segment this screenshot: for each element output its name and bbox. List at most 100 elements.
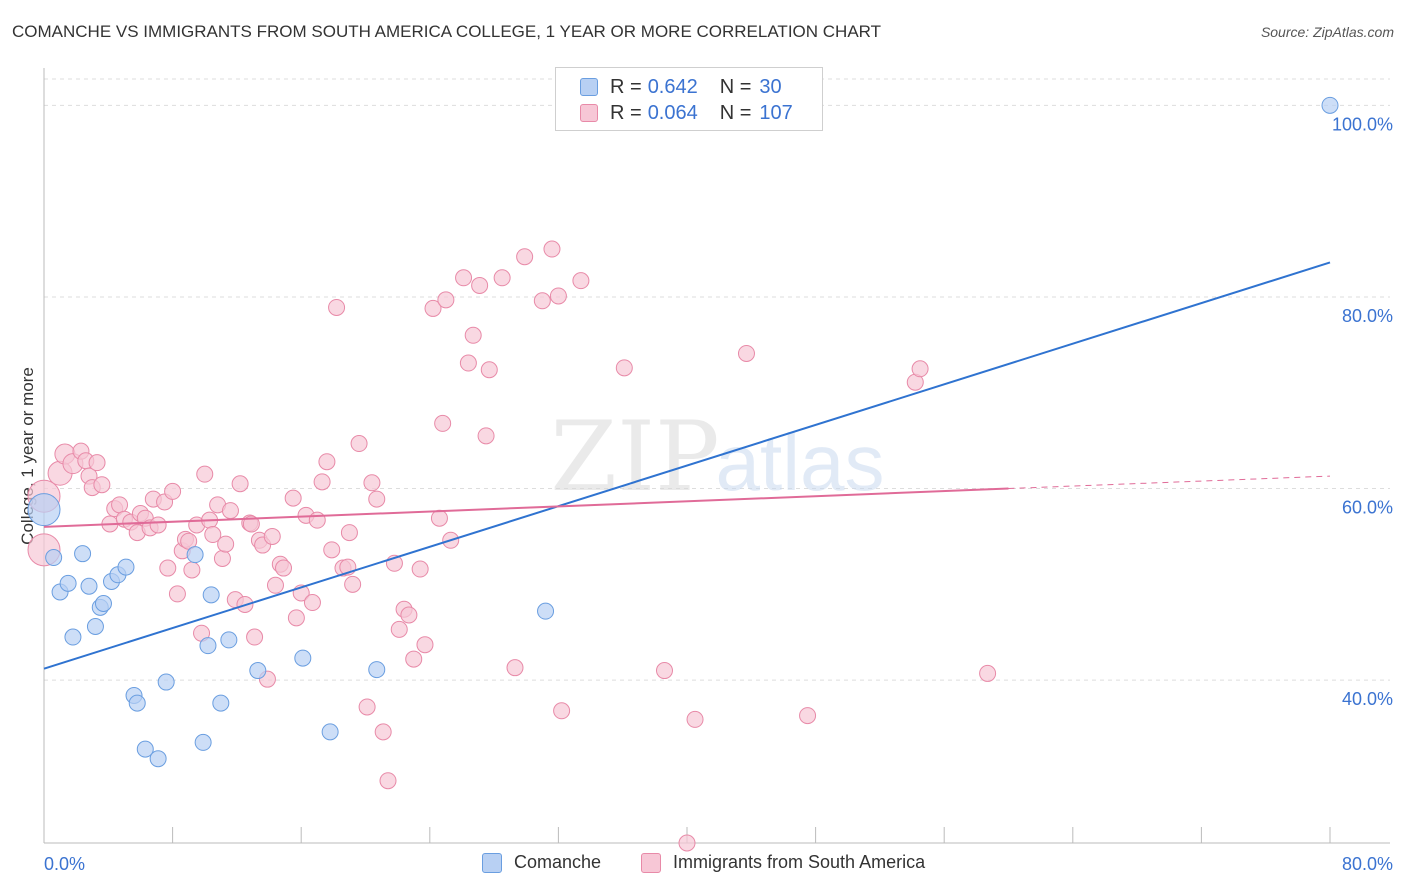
- data-point-immigrants: [266, 576, 284, 594]
- n-value: 30: [759, 75, 782, 98]
- data-point-immigrants: [678, 834, 696, 852]
- data-point-immigrants: [313, 473, 331, 491]
- y-tick-label: 80.0%: [1342, 306, 1393, 326]
- watermark: ZIP atlas: [550, 401, 884, 513]
- data-point-immigrants: [459, 354, 477, 372]
- x-tick-label: 0.0%: [44, 854, 85, 874]
- series-legend: Comanche Immigrants from South America: [0, 852, 1406, 876]
- source-label: Source: ZipAtlas.com: [1260, 24, 1394, 40]
- data-point-immigrants: [358, 698, 376, 716]
- data-point-immigrants: [88, 454, 106, 472]
- chart-title: COMANCHE VS IMMIGRANTS FROM SOUTH AMERIC…: [12, 22, 882, 41]
- data-point-immigrants: [217, 535, 235, 553]
- n-label: N =: [719, 101, 752, 124]
- gridlines: [44, 78, 1390, 681]
- n-value: 107: [759, 101, 793, 124]
- data-point-immigrants: [263, 527, 281, 545]
- comanche-swatch: [580, 78, 598, 96]
- r-label: R =: [610, 101, 642, 124]
- data-point-comanche: [80, 577, 98, 595]
- axes: [43, 68, 1390, 844]
- data-point-comanche: [136, 740, 154, 758]
- data-point-immigrants: [799, 707, 817, 725]
- data-point-immigrants: [284, 489, 302, 507]
- data-point-immigrants: [655, 662, 673, 680]
- data-point-immigrants: [275, 559, 293, 577]
- data-point-immigrants: [533, 292, 551, 310]
- data-point-comanche: [368, 661, 386, 679]
- data-point-comanche: [321, 723, 339, 741]
- correlation-legend: R = 0.642 N = 30 R = 0.064 N = 107: [555, 67, 823, 131]
- data-point-immigrants: [379, 772, 397, 790]
- data-point-comanche: [199, 637, 217, 655]
- data-point-immigrants: [318, 453, 336, 471]
- y-tick-label: 100.0%: [1332, 114, 1393, 134]
- data-point-immigrants: [506, 659, 524, 677]
- immigrants-swatch: [580, 104, 598, 122]
- data-point-immigrants: [455, 269, 473, 287]
- data-point-immigrants: [405, 650, 423, 668]
- data-point-immigrants: [737, 344, 755, 362]
- data-point-immigrants: [374, 723, 392, 741]
- data-point-comanche: [45, 549, 63, 567]
- data-point-immigrants: [287, 609, 305, 627]
- data-point-immigrants: [340, 524, 358, 542]
- r-label: R =: [610, 75, 642, 98]
- data-point-immigrants: [328, 298, 346, 316]
- data-point-comanche: [212, 694, 230, 712]
- data-point-immigrants: [437, 291, 455, 309]
- legend-row-immigrants: R = 0.064 N = 107: [580, 101, 793, 125]
- x-tick-label: 80.0%: [1342, 854, 1393, 874]
- y-tick-label: 60.0%: [1342, 498, 1393, 518]
- data-point-immigrants: [480, 361, 498, 379]
- data-point-immigrants: [477, 427, 495, 445]
- data-point-immigrants: [149, 516, 167, 534]
- data-point-immigrants: [516, 248, 534, 266]
- data-point-immigrants: [424, 299, 442, 317]
- series-immigrants-points: [27, 240, 997, 852]
- data-point-immigrants: [183, 561, 201, 579]
- legend-label-comanche: Comanche: [514, 852, 602, 872]
- data-point-immigrants: [111, 496, 129, 514]
- n-label: N =: [719, 75, 752, 98]
- data-point-immigrants: [246, 628, 264, 646]
- legend-label-immigrants: Immigrants from South America: [673, 852, 926, 872]
- data-point-comanche: [249, 662, 267, 680]
- trend-line-comanche: [43, 261, 1331, 670]
- data-point-comanche: [128, 694, 146, 712]
- data-point-immigrants: [400, 606, 418, 624]
- data-point-comanche: [157, 673, 175, 691]
- data-point-comanche: [74, 545, 92, 563]
- data-point-immigrants: [363, 474, 381, 492]
- data-point-comanche: [537, 602, 555, 620]
- data-point-immigrants: [350, 435, 368, 453]
- data-point-immigrants: [411, 560, 429, 578]
- data-point-comanche: [86, 617, 104, 635]
- data-point-immigrants: [323, 541, 341, 559]
- data-point-immigrants: [493, 269, 511, 287]
- data-point-immigrants: [164, 482, 182, 500]
- data-point-comanche: [220, 631, 238, 649]
- legend-item-comanche[interactable]: Comanche: [482, 852, 601, 873]
- trend-lines: [43, 261, 1331, 670]
- data-point-immigrants: [979, 664, 997, 682]
- trend-line-immigrants-extension: [1008, 475, 1331, 490]
- data-point-immigrants: [543, 240, 561, 258]
- data-point-immigrants: [686, 710, 704, 728]
- tick-labels: 40.0% 60.0% 80.0% 100.0% 0.0% 80.0%: [44, 114, 1393, 874]
- comanche-swatch: [482, 852, 502, 873]
- data-point-comanche: [59, 574, 77, 592]
- data-point-immigrants: [549, 287, 567, 305]
- legend-row-comanche: R = 0.642 N = 30: [580, 75, 782, 99]
- data-point-comanche: [186, 546, 204, 564]
- data-point-comanche: [64, 628, 82, 646]
- data-point-immigrants: [242, 515, 260, 533]
- data-point-immigrants: [390, 620, 408, 638]
- data-point-immigrants: [911, 360, 929, 378]
- data-point-comanche: [149, 750, 167, 768]
- data-point-immigrants: [159, 559, 177, 577]
- watermark-atlas: atlas: [716, 418, 885, 507]
- legend-item-immigrants[interactable]: Immigrants from South America: [641, 852, 925, 873]
- r-value: 0.064: [647, 101, 698, 124]
